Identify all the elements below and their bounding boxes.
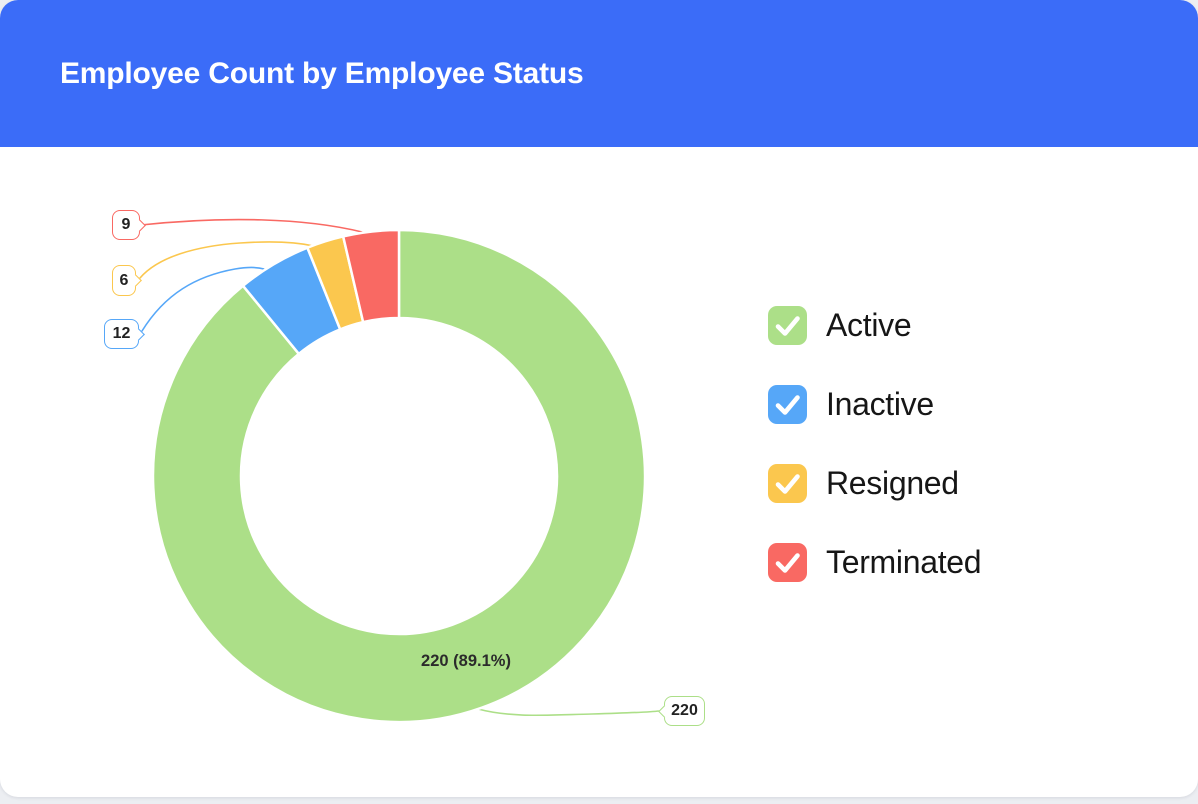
- checkmark-icon: [775, 316, 800, 336]
- legend-checkbox-terminated[interactable]: [768, 543, 807, 582]
- chart-header: Employee Count by Employee Status: [0, 0, 1198, 147]
- legend-label: Resigned: [826, 465, 959, 501]
- legend-label: Inactive: [826, 386, 934, 422]
- callout-label-resigned: 6: [112, 265, 136, 296]
- legend-item-resigned[interactable]: Resigned: [768, 464, 981, 503]
- legend-item-active[interactable]: Active: [768, 306, 981, 345]
- legend-label: Active: [826, 307, 912, 343]
- callout-value: 220: [671, 702, 698, 719]
- chart-area: 220 (89.1%) 9 6 12 220 Active: [0, 147, 1198, 797]
- callout-connector-active: [477, 708, 660, 717]
- legend-label: Terminated: [826, 544, 982, 580]
- checkmark-icon: [775, 395, 800, 415]
- donut-segment-terminated[interactable]: [341, 228, 401, 324]
- legend-checkbox-inactive[interactable]: [768, 385, 807, 424]
- callout-connector-terminated: [140, 218, 363, 233]
- checkmark-icon: [775, 553, 800, 573]
- callout-label-inactive: 12: [104, 319, 139, 349]
- chart-title: Employee Count by Employee Status: [60, 56, 584, 90]
- chart-legend: Active Inactive Resigned: [768, 306, 982, 622]
- callout-label-terminated: 9: [112, 210, 140, 240]
- donut-chart[interactable]: 220 (89.1%): [0, 147, 1198, 797]
- legend-item-inactive[interactable]: Inactive: [768, 385, 981, 424]
- callout-label-active: 220: [664, 696, 705, 726]
- callout-value: 6: [119, 271, 129, 289]
- callout-value: 12: [112, 325, 131, 342]
- callout-value: 9: [121, 216, 131, 233]
- donut-segment-active[interactable]: [151, 228, 647, 724]
- legend-checkbox-resigned[interactable]: [768, 464, 807, 503]
- legend-item-terminated[interactable]: Terminated: [768, 543, 982, 582]
- legend-checkbox-active[interactable]: [768, 306, 807, 345]
- checkmark-icon: [775, 474, 800, 494]
